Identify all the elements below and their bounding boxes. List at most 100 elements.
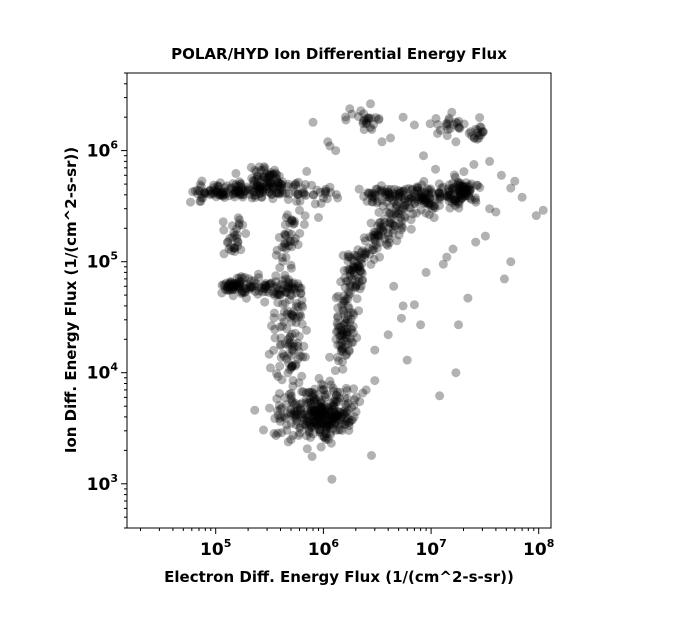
- data-point: [323, 417, 333, 427]
- data-point: [348, 308, 358, 318]
- data-point: [221, 278, 231, 288]
- data-point: [249, 176, 259, 186]
- data-point: [341, 383, 351, 393]
- data-point: [190, 186, 200, 196]
- data-point: [355, 266, 365, 276]
- data-point: [319, 410, 328, 420]
- data-point: [351, 392, 361, 402]
- data-point: [342, 408, 352, 417]
- data-point: [290, 188, 300, 197]
- data-point: [442, 191, 452, 201]
- data-point: [226, 277, 236, 286]
- data-point: [379, 215, 389, 224]
- data-point: [285, 236, 295, 246]
- data-point: [308, 391, 318, 401]
- data-point: [261, 282, 271, 292]
- data-point: [394, 230, 404, 240]
- data-point: [302, 431, 312, 441]
- data-point: [300, 415, 309, 425]
- data-point: [260, 163, 270, 173]
- data-point: [288, 381, 298, 391]
- data-point: [384, 217, 394, 227]
- data-point: [210, 185, 219, 195]
- data-point: [231, 168, 241, 178]
- data-point: [332, 411, 342, 420]
- data-point: [334, 407, 344, 417]
- data-point: [398, 301, 408, 311]
- data-point: [237, 288, 247, 298]
- data-point: [454, 203, 464, 213]
- data-point: [340, 318, 350, 328]
- data-point: [235, 179, 245, 189]
- data-point: [320, 412, 330, 422]
- data-point: [434, 179, 444, 189]
- data-point: [538, 205, 548, 215]
- data-point: [350, 283, 360, 293]
- data-point: [239, 279, 249, 289]
- data-point: [531, 211, 541, 221]
- data-point: [330, 418, 340, 428]
- data-point: [331, 409, 341, 419]
- data-point: [275, 290, 285, 300]
- data-point: [302, 444, 312, 454]
- data-point: [333, 193, 343, 203]
- data-point: [222, 282, 232, 292]
- x-tick-label: 106: [308, 537, 340, 560]
- data-point: [269, 313, 279, 323]
- data-point: [293, 189, 303, 199]
- data-point: [215, 190, 225, 200]
- data-point: [302, 394, 311, 404]
- data-point: [304, 415, 314, 425]
- data-point: [327, 401, 337, 411]
- data-point: [321, 411, 331, 421]
- data-point: [267, 189, 276, 199]
- data-point: [389, 197, 399, 207]
- data-point: [251, 279, 261, 288]
- data-point: [303, 417, 313, 427]
- data-point: [421, 208, 431, 218]
- data-point: [256, 283, 266, 293]
- data-point: [319, 401, 329, 411]
- data-point: [421, 193, 431, 203]
- data-point: [280, 298, 290, 308]
- data-point: [385, 208, 394, 218]
- data-point: [236, 179, 246, 189]
- data-point: [359, 125, 369, 135]
- data-point: [284, 341, 294, 351]
- data-point: [279, 351, 289, 361]
- data-point: [280, 280, 289, 290]
- data-point: [390, 208, 400, 218]
- data-point: [341, 327, 351, 337]
- data-point: [348, 415, 357, 425]
- data-point: [462, 188, 472, 198]
- data-point: [367, 245, 377, 255]
- data-point: [348, 262, 358, 272]
- data-point: [255, 188, 264, 198]
- data-point: [434, 188, 444, 198]
- data-point: [297, 387, 307, 397]
- data-point: [303, 406, 312, 416]
- data-point: [339, 336, 348, 345]
- data-point: [289, 338, 298, 348]
- data-point: [324, 434, 333, 444]
- data-point: [286, 404, 296, 414]
- data-point: [272, 289, 282, 299]
- data-point: [279, 307, 289, 317]
- data-point: [333, 326, 343, 336]
- data-point: [254, 162, 264, 172]
- data-point: [232, 224, 242, 234]
- data-point: [296, 404, 306, 414]
- data-point: [304, 428, 314, 438]
- data-point: [355, 266, 365, 276]
- data-point: [506, 257, 516, 267]
- data-point: [270, 333, 280, 343]
- x-tick-label: 107: [415, 537, 446, 560]
- data-point: [315, 403, 325, 413]
- data-point: [400, 198, 410, 208]
- data-point: [475, 113, 485, 123]
- data-point: [246, 276, 256, 286]
- data-point: [258, 188, 268, 198]
- data-point: [332, 395, 342, 405]
- data-point: [309, 405, 319, 415]
